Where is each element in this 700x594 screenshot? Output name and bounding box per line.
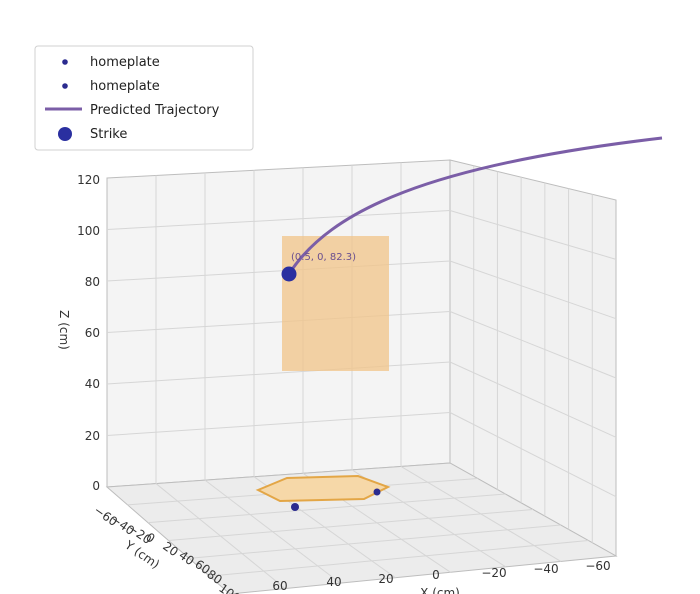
z-axis-ticks: 0 20 40 60 80 100 120: [77, 173, 100, 493]
x-axis-label: X (cm): [420, 586, 460, 594]
z-tick-label: 80: [85, 275, 100, 289]
z-tick-label: 120: [77, 173, 100, 187]
side-gridline: [449, 412, 617, 498]
x-tick-label: −20: [481, 566, 506, 580]
z-tick-label: 0: [92, 479, 100, 493]
pane-grid: [106, 162, 617, 589]
legend-label: homeplate: [90, 55, 160, 70]
side-gridline: [449, 260, 617, 320]
floor-gridline: [209, 540, 589, 577]
legend-marker-strike: [58, 127, 72, 141]
back-pane: [106, 159, 451, 488]
legend-marker-homeplate: [62, 59, 68, 65]
back-gridline: [106, 210, 451, 230]
x-tick-label: 0: [432, 568, 440, 582]
strike-point-label: (0.5, 0, 82.3): [291, 252, 356, 263]
strike-point: [281, 266, 297, 282]
z-tick-label: 40: [85, 377, 100, 391]
back-gridline: [106, 260, 451, 282]
legend-label: Strike: [90, 127, 127, 142]
z-tick-label: 100: [77, 224, 100, 238]
homeplate-point: [373, 488, 381, 496]
predicted-trajectory-line: [287, 136, 663, 275]
floor-gridline: [147, 493, 506, 524]
homeplate-point: [291, 503, 299, 511]
side-gridline: [449, 361, 617, 438]
z-axis-label: Z (cm): [57, 310, 71, 350]
x-tick-label: −40: [533, 562, 558, 576]
back-gridline: [106, 412, 451, 436]
x-tick-label: 60: [272, 579, 287, 593]
side-gridline: [449, 210, 617, 260]
legend-label: Predicted Trajectory: [90, 103, 220, 118]
back-gridline: [106, 361, 451, 385]
back-gridline: [106, 311, 451, 333]
z-tick-label: 60: [85, 326, 100, 340]
x-tick-label: −60: [585, 559, 610, 573]
legend-marker-homeplate: [62, 83, 68, 89]
x-tick-label: 40: [326, 575, 341, 589]
legend-label: homeplate: [90, 79, 160, 94]
legend-box: [34, 45, 254, 151]
floor-gridline: [168, 509, 534, 541]
side-gridline: [449, 311, 617, 379]
homeplate: [255, 474, 391, 503]
floor-gridline: [188, 524, 561, 559]
z-tick-label: 20: [85, 429, 100, 443]
legend: homeplate homeplate Predicted Trajectory…: [34, 45, 254, 151]
x-tick-label: 20: [378, 572, 393, 586]
x-axis-ticks: 60 40 20 0 −20 −40 −60: [272, 559, 610, 593]
